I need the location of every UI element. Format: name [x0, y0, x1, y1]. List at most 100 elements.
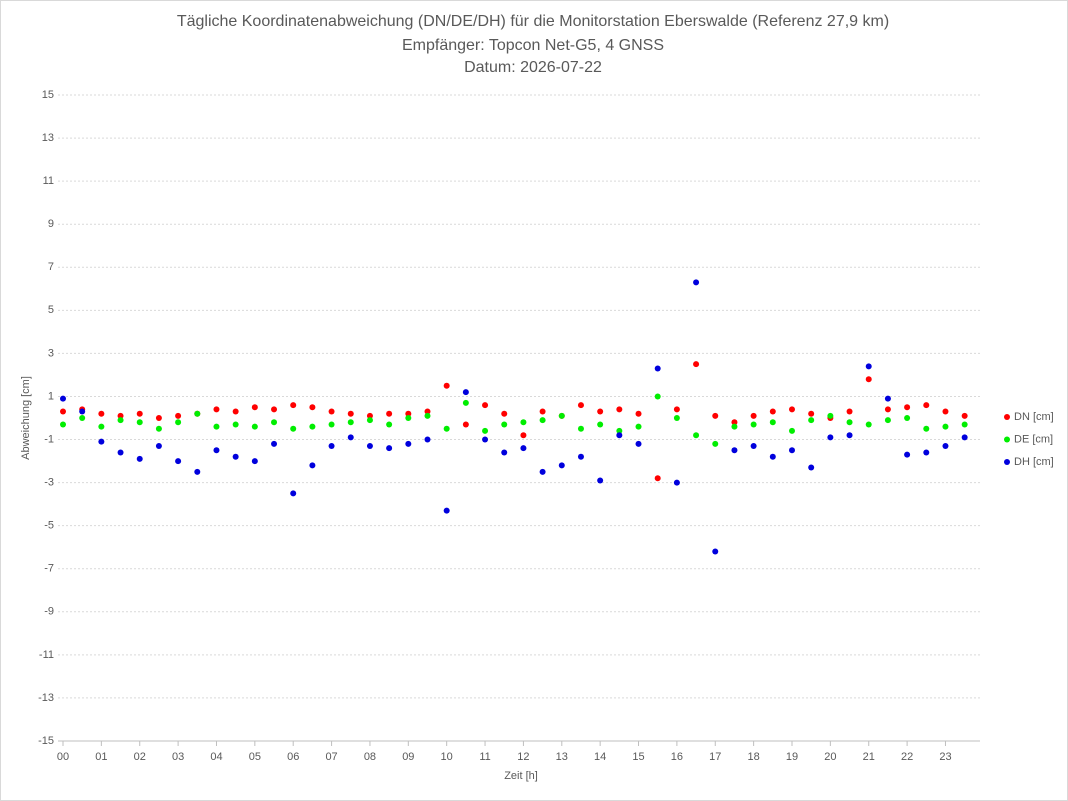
point	[712, 548, 719, 555]
legend-label: DE [cm]	[1014, 433, 1053, 445]
point	[155, 415, 162, 421]
point	[155, 425, 162, 432]
point	[232, 408, 239, 415]
point	[923, 449, 930, 456]
legend-marker	[1004, 459, 1010, 465]
point	[673, 415, 680, 421]
point	[482, 436, 489, 443]
point	[597, 408, 604, 415]
point	[290, 425, 297, 432]
point	[769, 453, 776, 460]
x-tick-label: 22	[901, 751, 913, 763]
point	[597, 477, 604, 484]
point	[865, 363, 872, 370]
point	[712, 412, 719, 419]
point	[808, 464, 815, 471]
point	[462, 399, 469, 406]
point	[904, 404, 911, 411]
x-tick-label: 19	[786, 751, 798, 763]
point	[309, 462, 316, 469]
point	[405, 410, 412, 417]
point	[213, 406, 220, 413]
x-tick-label: 09	[402, 751, 414, 763]
point	[386, 410, 393, 417]
point	[482, 402, 489, 409]
point	[424, 412, 431, 419]
y-tick-label: 15	[42, 89, 54, 101]
point	[347, 410, 354, 417]
point	[750, 421, 757, 428]
y-tick-label: 3	[48, 347, 54, 359]
point	[693, 432, 700, 439]
point	[750, 412, 757, 419]
y-tick-label: -5	[44, 520, 54, 532]
y-tick-label: -9	[44, 606, 54, 618]
point	[654, 475, 661, 482]
point	[712, 440, 719, 447]
point	[520, 419, 527, 426]
point	[366, 442, 373, 449]
point	[386, 445, 393, 452]
x-tick-label: 14	[594, 751, 606, 763]
point	[347, 434, 354, 441]
point	[366, 417, 373, 424]
point	[731, 447, 738, 454]
point	[635, 440, 642, 447]
point	[290, 490, 297, 497]
point	[328, 442, 335, 449]
point	[616, 427, 623, 434]
point	[328, 408, 335, 415]
point	[558, 462, 565, 469]
point	[290, 402, 297, 409]
point	[827, 412, 834, 419]
legend-label: DH [cm]	[1014, 456, 1054, 468]
point	[942, 423, 949, 430]
point	[654, 365, 661, 372]
point	[175, 458, 182, 465]
x-tick-label: 04	[210, 751, 222, 763]
x-tick-label: 23	[939, 751, 951, 763]
point	[194, 410, 201, 417]
y-tick-label: -1	[44, 433, 54, 445]
x-tick-label: 07	[325, 751, 337, 763]
y-tick-label: 7	[48, 261, 54, 273]
point	[175, 412, 182, 419]
point	[271, 406, 278, 413]
point	[731, 423, 738, 430]
legend-marker	[1004, 436, 1010, 443]
point	[961, 434, 968, 441]
point	[923, 402, 930, 409]
point	[98, 423, 105, 430]
point	[635, 423, 642, 430]
point	[213, 447, 220, 454]
point	[117, 412, 124, 419]
y-tick-label: 1	[48, 390, 54, 402]
x-tick-label: 15	[632, 751, 644, 763]
x-tick-label: 06	[287, 751, 299, 763]
point	[904, 415, 911, 421]
point	[577, 402, 584, 409]
point	[788, 427, 795, 434]
point	[175, 419, 182, 426]
point	[942, 408, 949, 415]
point	[923, 425, 930, 432]
chart-subtitle: Datum: 2026-07-22	[464, 59, 602, 76]
point	[136, 419, 143, 426]
point	[616, 432, 623, 439]
point	[98, 438, 105, 445]
point	[520, 445, 527, 452]
x-tick-label: 11	[479, 751, 490, 763]
point	[884, 406, 891, 413]
point	[117, 449, 124, 456]
point	[443, 425, 450, 432]
point	[788, 406, 795, 413]
point	[251, 423, 258, 430]
x-tick-label: 16	[671, 751, 683, 763]
point	[405, 415, 412, 421]
point	[635, 410, 642, 417]
point	[462, 389, 469, 396]
point	[769, 419, 776, 426]
point	[904, 451, 911, 458]
